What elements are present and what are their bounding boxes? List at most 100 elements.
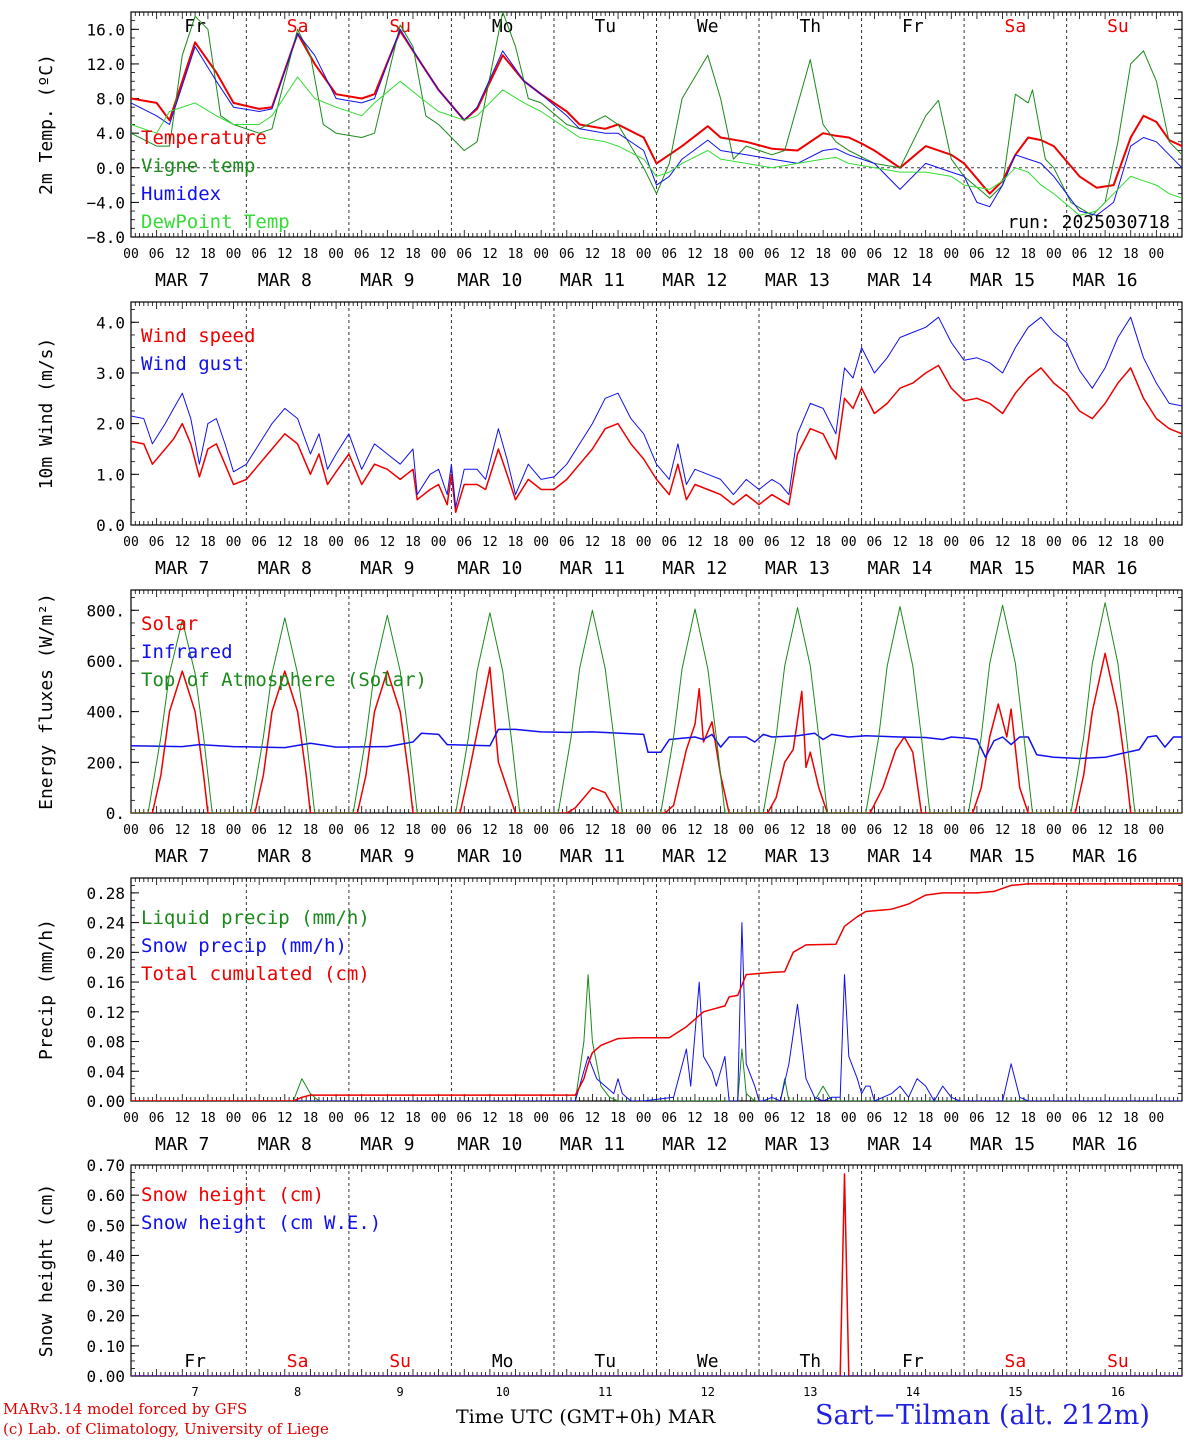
legend-entry: Snow height (cm) [141,1184,324,1206]
hour-tick-label: 12 [174,247,190,262]
hour-tick-label: 00 [1149,535,1165,550]
date-label: MAR 12 [662,558,727,579]
hour-tick-label: 12 [892,247,908,262]
hour-tick-label: 06 [559,823,575,838]
hour-tick-label: 00 [738,1111,754,1126]
legend-entry: Snow height (cm W.E.) [141,1212,381,1234]
run-annotation: run: 2025030718 [1007,212,1170,233]
hour-tick-label: 18 [815,247,831,262]
hour-tick-label: 00 [431,823,447,838]
hour-tick-label: 06 [456,535,472,550]
y-tick-label: 12.0 [86,55,125,74]
hour-tick-label: 18 [713,823,729,838]
weekday-label: We [697,16,719,37]
day-number-label: 16 [1111,1385,1125,1399]
y-tick-label: 600. [86,652,125,671]
hour-tick-label: 18 [303,1111,319,1126]
hour-tick-label: 00 [841,1111,857,1126]
y-tick-label: 3.0 [96,364,125,383]
date-label: MAR 8 [258,558,312,579]
date-label: MAR 12 [662,846,727,867]
y-axis-label: 10m Wind (m/s) [36,338,57,490]
legend-entry: Infrared [141,641,233,663]
y-tick-label: 0.0 [96,159,125,178]
hour-tick-label: 12 [482,247,498,262]
y-tick-label: 16.0 [86,20,125,39]
date-label: MAR 8 [258,270,312,291]
y-tick-label: 8.0 [96,90,125,109]
series-line-2 [131,12,1182,216]
date-label: MAR 7 [155,558,209,579]
hour-tick-label: 12 [482,1111,498,1126]
hour-tick-label: 06 [867,535,883,550]
y-tick-label: 0.20 [86,1307,125,1326]
hour-tick-label: 18 [1123,1111,1139,1126]
hour-tick-label: 06 [1072,535,1088,550]
series-line-3 [131,602,1182,813]
hour-tick-label: 18 [713,247,729,262]
date-label: MAR 10 [457,1134,522,1155]
hour-tick-label: 00 [328,1111,344,1126]
model-credit: MARv3.14 model forced by GFS [3,1400,248,1418]
weekday-label: Mo [492,16,514,37]
hour-tick-label: 06 [1072,247,1088,262]
hour-tick-label: 00 [226,823,242,838]
date-label: MAR 11 [560,846,625,867]
plot-frame [130,11,1183,238]
hour-tick-label: 18 [918,535,934,550]
hour-tick-label: 00 [1149,823,1165,838]
weekday-label: Th [799,16,821,37]
hour-tick-label: 12 [482,823,498,838]
hour-tick-label: 06 [661,1111,677,1126]
hour-tick-label: 18 [405,823,421,838]
hour-tick-label: 12 [482,535,498,550]
hour-tick-label: 00 [226,247,242,262]
hour-tick-label: 18 [508,535,524,550]
date-label: MAR 13 [765,846,830,867]
y-tick-label: 0.00 [86,1367,125,1386]
y-tick-label: 0.70 [86,1156,125,1175]
hour-tick-label: 06 [149,823,165,838]
hour-tick-label: 00 [1149,1111,1165,1126]
date-label: MAR 13 [765,1134,830,1155]
hour-tick-label: 12 [174,535,190,550]
lab-credit: (c) Lab. of Climatology, University of L… [3,1420,329,1438]
series-line-2 [131,728,1182,760]
hour-tick-label: 06 [661,823,677,838]
hour-tick-label: 00 [123,247,139,262]
y-tick-label: 4.0 [96,124,125,143]
series-line-3 [131,883,1182,1101]
hour-tick-label: 00 [841,823,857,838]
hour-tick-label: 18 [200,1111,216,1126]
hour-tick-label: 18 [1020,535,1036,550]
hour-tick-label: 12 [995,1111,1011,1126]
hour-tick-label: 00 [738,535,754,550]
y-tick-label: 0.12 [86,1003,125,1022]
y-tick-label: 0.20 [86,943,125,962]
hour-tick-label: 12 [174,1111,190,1126]
hour-tick-label: 18 [610,1111,626,1126]
hour-tick-label: 00 [738,823,754,838]
date-label: MAR 14 [868,558,933,579]
date-label: MAR 7 [155,1134,209,1155]
legend-entry: Top of Atmosphere (Solar) [141,669,427,691]
y-axis-label: Snow height (cm) [36,1184,57,1357]
hour-tick-label: 12 [687,1111,703,1126]
weekday-label: Su [389,1351,411,1372]
hour-tick-label: 18 [918,823,934,838]
hour-tick-label: 18 [1123,247,1139,262]
day-number-label: 14 [906,1385,920,1399]
weekday-label: Sa [287,1351,309,1372]
date-label: MAR 15 [970,558,1035,579]
hour-tick-label: 06 [1072,1111,1088,1126]
hour-tick-label: 00 [328,247,344,262]
hour-tick-label: 12 [1097,823,1113,838]
date-label: MAR 16 [1073,846,1138,867]
weekday-label: Fr [184,16,206,37]
hour-tick-label: 18 [1123,823,1139,838]
hour-tick-label: 06 [661,535,677,550]
date-label: MAR 16 [1073,1134,1138,1155]
hour-tick-label: 00 [1149,247,1165,262]
hour-tick-label: 12 [174,823,190,838]
hour-tick-label: 06 [764,247,780,262]
